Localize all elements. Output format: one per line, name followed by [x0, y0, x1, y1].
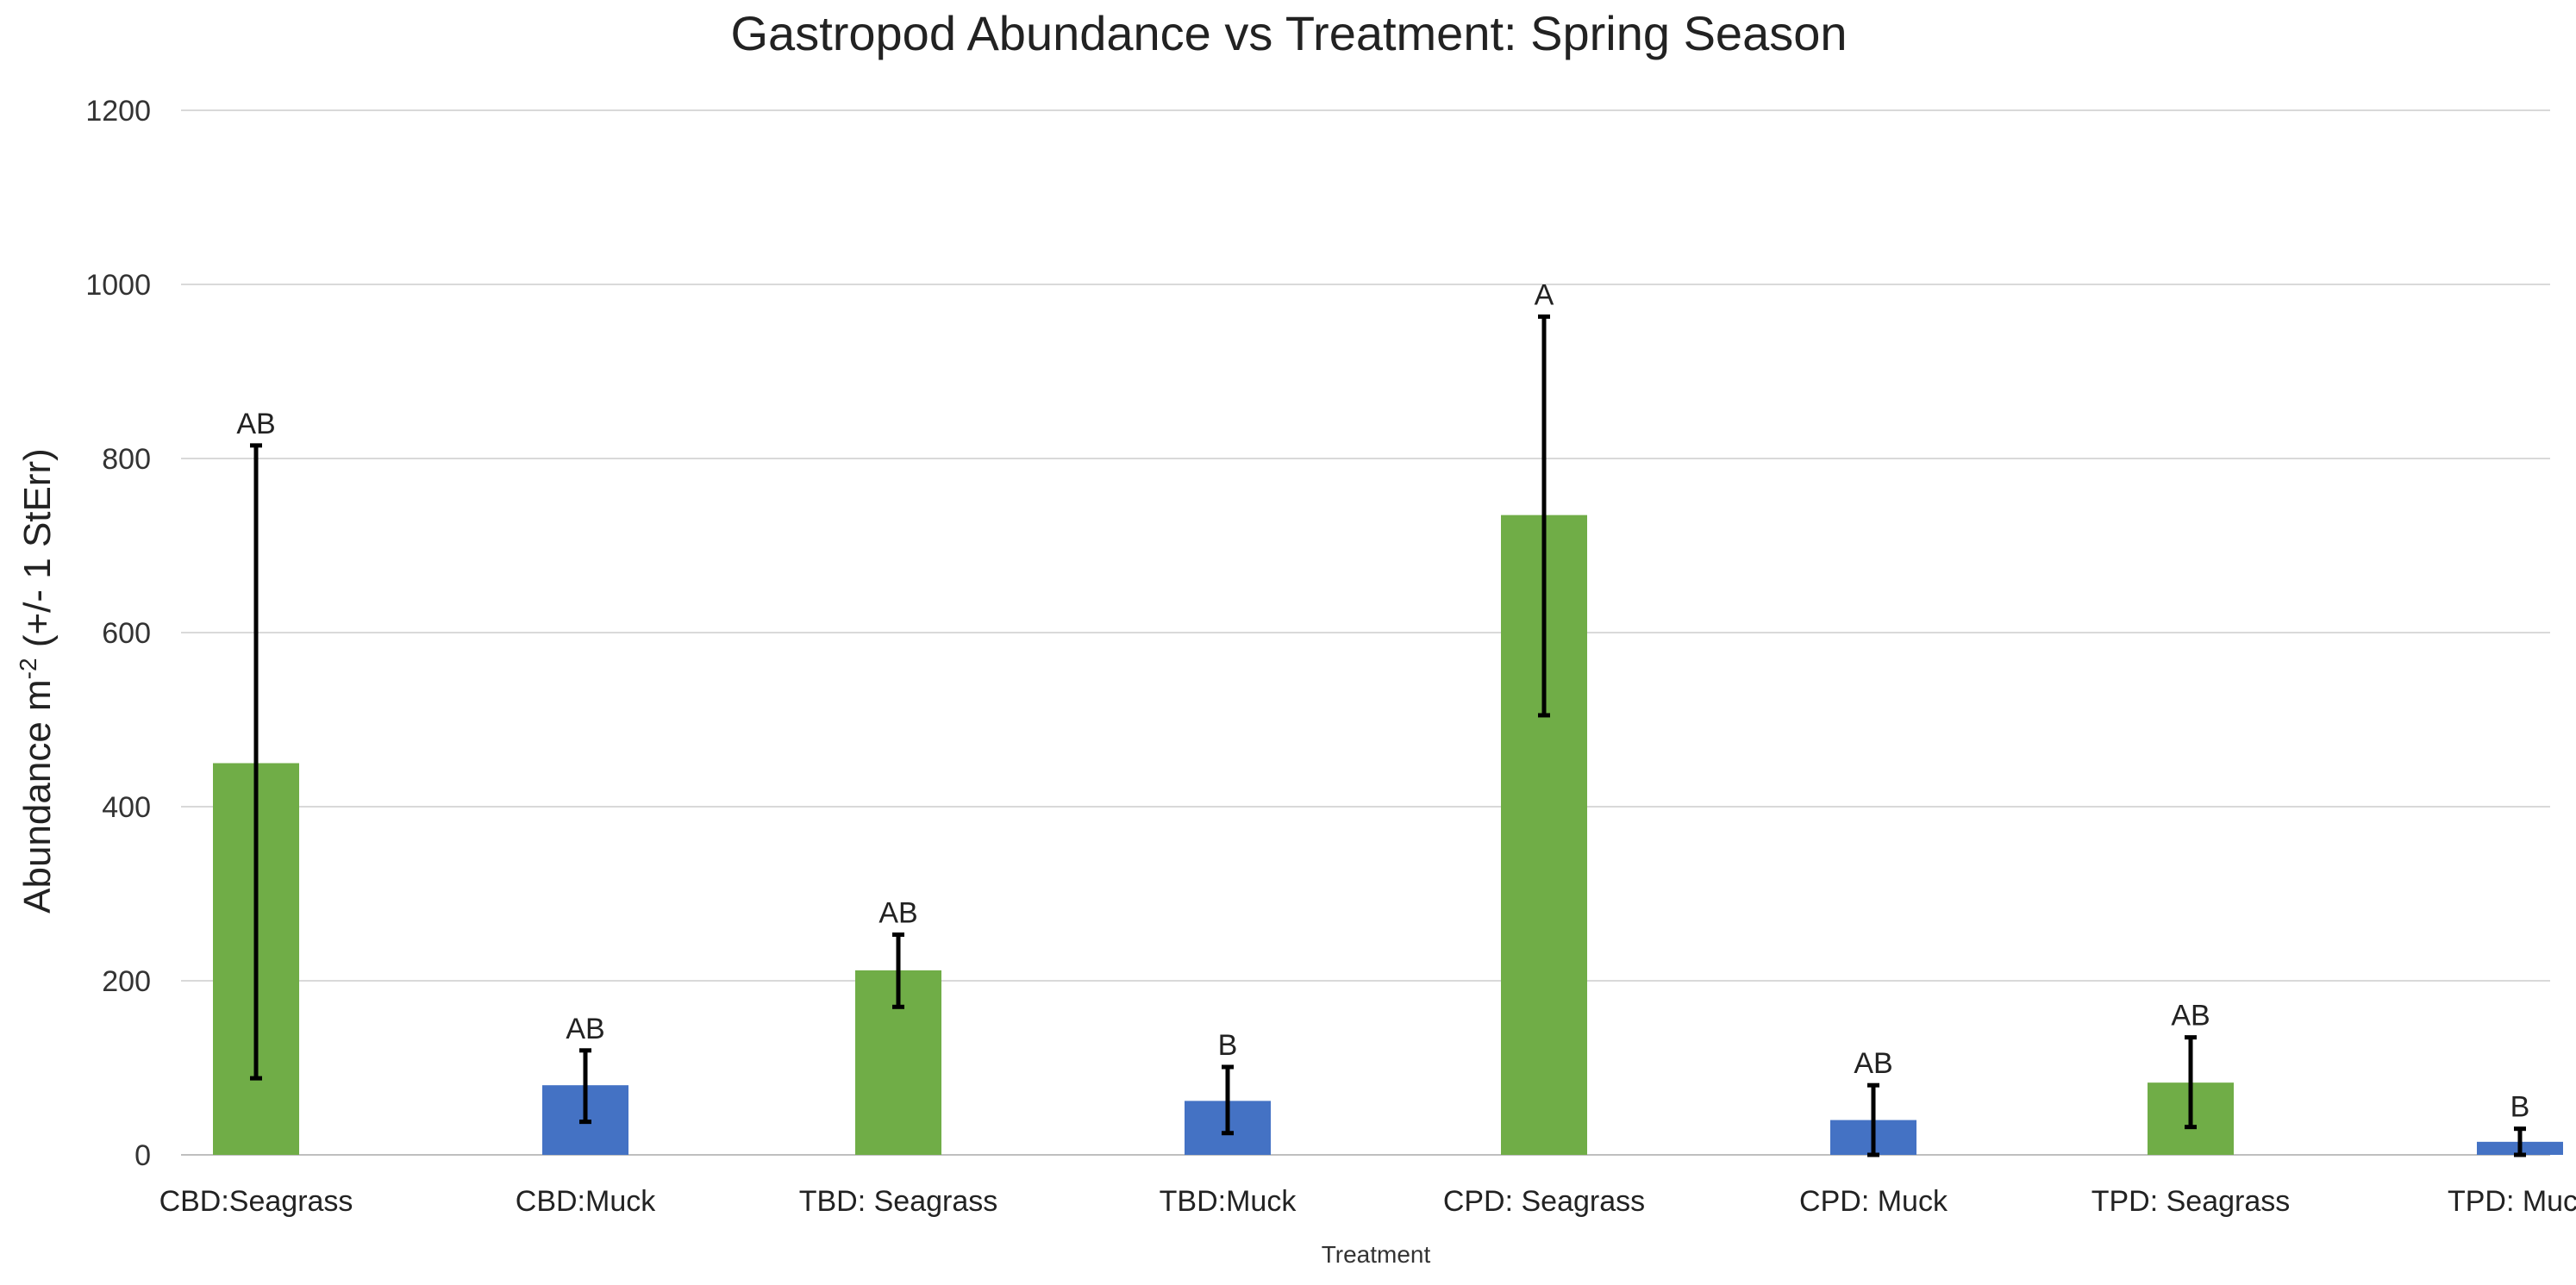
x-tick-label: CPD: Seagrass — [1443, 1185, 1645, 1218]
y-axis-ticks: 0 200 400 600 800 1000 1200 — [85, 95, 151, 1172]
y-tick-label: 0 — [134, 1139, 151, 1172]
bars: AB AB AB B A AB AB B — [213, 278, 2563, 1157]
y-tick-label: 200 — [102, 965, 151, 998]
x-tick-label: TPD: Muck — [2448, 1185, 2576, 1218]
y-axis-label-superscript: -2 — [15, 658, 41, 679]
x-tick-label: TPD: Seagrass — [2091, 1185, 2291, 1218]
significance-letter: AB — [878, 896, 917, 929]
significance-letter: B — [1218, 1029, 1238, 1062]
y-tick-label: 1000 — [85, 269, 151, 302]
x-tick-label: CBD:Muck — [516, 1185, 656, 1218]
y-tick-label: 400 — [102, 791, 151, 824]
x-tick-label: TBD: Seagrass — [799, 1185, 998, 1218]
y-tick-label: 600 — [102, 617, 151, 650]
y-axis-label: Abundance m-2 (+/- 1 StErr) — [15, 448, 59, 914]
significance-letter: B — [2510, 1091, 2530, 1124]
significance-letter: AB — [566, 1013, 604, 1045]
y-tick-label: 800 — [102, 443, 151, 476]
significance-letter: AB — [1854, 1047, 1892, 1080]
x-tick-label: CPD: Muck — [1799, 1185, 1948, 1218]
significance-letter: AB — [2171, 1000, 2210, 1032]
y-tick-label: 1200 — [85, 95, 151, 128]
gridlines — [181, 109, 2550, 1156]
significance-letter: A — [1535, 278, 1554, 311]
x-tick-label: TBD:Muck — [1160, 1185, 1297, 1218]
x-axis-ticks: CBD:Seagrass CBD:Muck TBD: Seagrass TBD:Muc… — [159, 1185, 2576, 1218]
y-axis-label-main: Abundance m — [16, 679, 59, 914]
x-tick-label: CBD:Seagrass — [159, 1185, 353, 1218]
significance-letter: AB — [236, 408, 275, 440]
chart-title: Gastropod Abundance vs Treatment: Spring… — [730, 6, 1847, 60]
x-axis-label: Treatment — [1322, 1241, 1431, 1268]
y-axis-label-rest: (+/- 1 StErr) — [16, 448, 59, 658]
